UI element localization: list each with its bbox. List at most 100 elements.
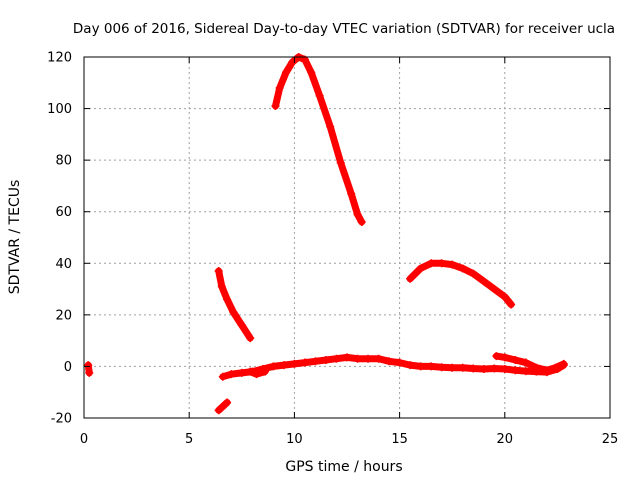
series-7-point-3	[521, 358, 530, 367]
series-3-point-6	[307, 68, 316, 77]
series-1-point-1	[217, 282, 226, 291]
chart-title: Day 006 of 2016, Sidereal Day-to-day VTE…	[73, 21, 615, 37]
y-tick-label-6: 100	[47, 102, 72, 117]
series-4-point-4	[448, 260, 457, 269]
series-5-point-17	[395, 358, 404, 367]
series-5-point-20	[427, 362, 436, 371]
series-4-point-10	[507, 300, 516, 309]
series-2-point-1	[218, 402, 227, 411]
series-4-point-7	[479, 277, 488, 286]
series-0	[84, 361, 94, 377]
series-3-point-2	[281, 68, 290, 77]
series-3-point-10	[347, 189, 356, 198]
series-0-point-0	[84, 361, 93, 370]
series-5-point-21	[437, 363, 446, 372]
series-7	[492, 352, 568, 375]
series-3-track	[272, 53, 366, 226]
series-4-point-9	[500, 292, 509, 301]
series-1-point-4	[237, 321, 246, 330]
series-5-point-22	[448, 363, 457, 372]
y-tick-label-2: 20	[55, 308, 72, 323]
series-1-point-2	[223, 295, 232, 304]
x-axis-label: GPS time / hours	[285, 459, 402, 475]
series-7-point-5	[542, 366, 551, 375]
series-5-point-15	[374, 354, 383, 363]
series-4-point-3	[437, 259, 446, 268]
series-5-point-9	[311, 357, 320, 366]
series-4	[406, 259, 516, 309]
series-5-point-6	[279, 361, 288, 370]
series-7-point-7	[559, 359, 568, 368]
series-5-point-27	[500, 365, 509, 374]
series-2-point-0	[214, 406, 223, 415]
x-tick-label-2: 10	[286, 432, 303, 447]
y-tick-label-7: 120	[47, 51, 72, 66]
series-3-point-3	[288, 58, 297, 67]
series-7-point-2	[511, 355, 520, 364]
series-5-point-16	[385, 357, 394, 366]
series-5-point-28	[511, 366, 520, 375]
series-7-point-4	[532, 363, 541, 372]
series-5-point-29	[521, 367, 530, 376]
series-5-point-8	[300, 358, 309, 367]
series-5-point-23	[458, 363, 467, 372]
x-tick-label-5: 25	[602, 432, 619, 447]
y-tick-label-3: 40	[55, 257, 72, 272]
series-3-point-7	[315, 91, 324, 100]
series-1-track	[215, 267, 254, 342]
x-tick-label-0: 0	[80, 432, 88, 447]
series-4-point-0	[406, 274, 415, 283]
series-7-point-6	[551, 363, 560, 372]
series-6-point-0	[246, 367, 255, 376]
series-5-point-18	[406, 361, 415, 370]
series-4-point-5	[458, 264, 467, 273]
series-6	[246, 367, 269, 379]
y-axis-label: SDTVAR / TECUs	[7, 180, 23, 295]
series-4-track	[406, 259, 515, 308]
series-6-point-2	[260, 367, 269, 376]
series-1	[214, 267, 255, 343]
series-3-point-9	[336, 158, 345, 167]
x-tick-label-4: 20	[497, 432, 514, 447]
series-5-point-10	[321, 355, 330, 364]
series-3-point-12	[357, 218, 366, 227]
plot-frame	[83, 56, 611, 419]
series-5-point-5	[269, 362, 278, 371]
series-7-point-1	[500, 353, 509, 362]
y-tick-label-5: 80	[55, 154, 72, 169]
series-5-point-0	[218, 372, 227, 381]
series-5-point-19	[416, 362, 425, 371]
series-0-point-1	[85, 368, 94, 377]
y-tick-label-0: -20	[51, 412, 72, 427]
series-3-point-1	[275, 83, 284, 92]
series-5-point-26	[490, 364, 499, 373]
series-7-point-0	[492, 352, 501, 361]
series-6-point-1	[252, 370, 261, 379]
y-tick-label-1: 0	[64, 360, 72, 375]
x-tick-label-3: 15	[391, 432, 408, 447]
series-2	[214, 398, 232, 415]
series-5-point-1	[227, 370, 236, 379]
series-3	[271, 53, 366, 227]
series-4-point-1	[416, 264, 425, 273]
series-5-point-24	[469, 364, 478, 373]
x-tick-label-1: 5	[185, 432, 193, 447]
series-5-track	[219, 353, 568, 381]
series-3-point-0	[271, 101, 280, 110]
series-4-point-8	[490, 285, 499, 294]
series-5-point-11	[332, 354, 341, 363]
series-2-point-2	[223, 398, 232, 407]
series-5-point-7	[290, 359, 299, 368]
axis-ticks: 0 5 10 15 20 25 -20 0 20 40 60 80 100 120	[47, 51, 618, 448]
series-5-point-2	[237, 368, 246, 377]
series-5-point-13	[353, 354, 362, 363]
series-1-point-5	[246, 334, 255, 343]
series-3-point-11	[353, 210, 362, 219]
series-5-point-25	[479, 365, 488, 374]
series-5-point-14	[364, 354, 373, 363]
series-5-point-12	[343, 353, 351, 362]
y-tick-label-4: 60	[55, 205, 72, 220]
series-1-point-0	[214, 267, 223, 276]
data-series	[84, 53, 568, 415]
